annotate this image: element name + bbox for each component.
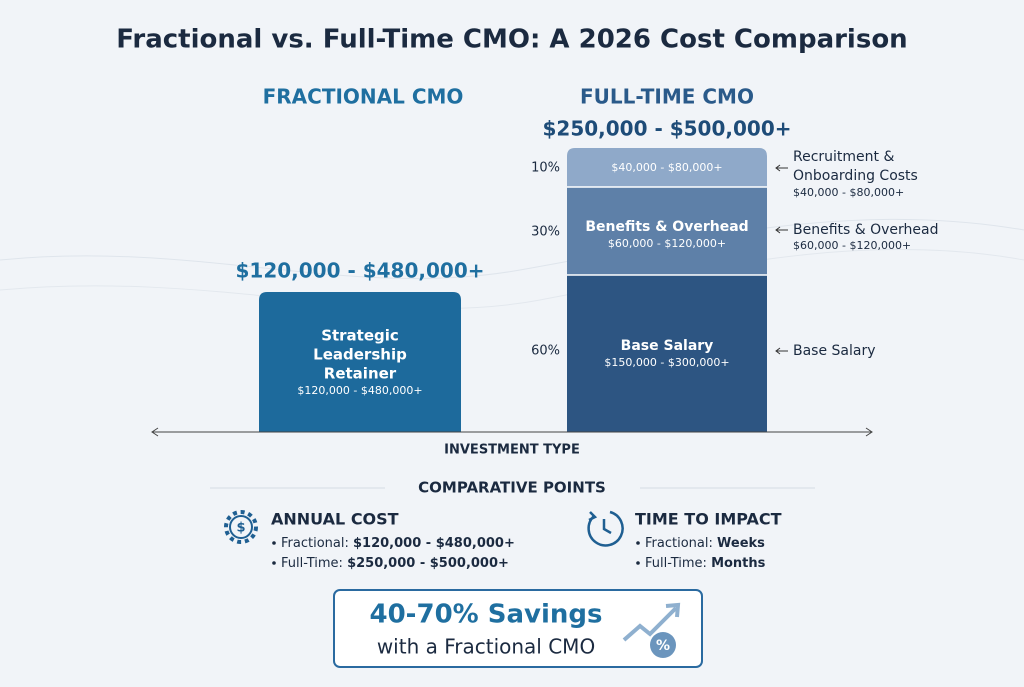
line-label: Fractional: <box>645 536 713 551</box>
line-label: Full-Time: <box>645 556 707 571</box>
bullet <box>636 541 640 545</box>
gear-teeth <box>224 510 258 544</box>
segment-range: $40,000 - $80,000+ <box>611 161 722 174</box>
block-label: Retainer <box>324 365 397 383</box>
annotation-arrows <box>775 164 788 355</box>
item-line: Fractional: $120,000 - $480,000+ <box>281 536 515 551</box>
item-line: Full-Time: Months <box>645 556 766 571</box>
line-value: $120,000 - $480,000+ <box>353 536 515 551</box>
savings-subline: with a Fractional CMO <box>377 635 595 659</box>
total: $120,000 - $480,000+ <box>235 259 484 283</box>
item-line: Fractional: Weeks <box>645 536 765 551</box>
block-label: Strategic <box>321 327 399 345</box>
deco-wave <box>0 218 1024 280</box>
percent-badge <box>650 632 676 658</box>
line-label: Full-Time: <box>281 556 343 571</box>
icon-text: % <box>656 638 670 654</box>
segment <box>567 148 767 187</box>
segment <box>567 187 767 275</box>
savings-box <box>333 589 703 668</box>
segment-range: $60,000 - $120,000+ <box>608 237 726 250</box>
column-heading: FRACTIONAL CMO <box>263 85 464 109</box>
arrow <box>775 226 788 234</box>
item-title: ANNUAL COST <box>271 510 399 529</box>
line-value: Months <box>711 556 766 571</box>
annotation-range: $60,000 - $120,000+ <box>793 239 911 252</box>
item-title: TIME TO IMPACT <box>635 510 782 529</box>
segment-label: Base Salary <box>621 338 714 354</box>
bullet <box>636 561 640 565</box>
item-line: Full-Time: $250,000 - $500,000+ <box>281 556 509 571</box>
block-label: Leadership <box>313 346 407 364</box>
annotation: Recruitment & <box>793 149 894 165</box>
percent: 30% <box>531 225 560 240</box>
title: Fractional vs. Full-Time CMO: A 2026 Cos… <box>116 25 907 55</box>
trend-arrow <box>622 602 681 642</box>
arrow <box>775 347 788 355</box>
segment-label: Benefits & Overhead <box>585 219 748 235</box>
line-label: Fractional: <box>281 536 349 551</box>
percent: 60% <box>531 344 560 359</box>
annotation-range: $40,000 - $80,000+ <box>793 186 904 199</box>
total: $250,000 - $500,000+ <box>542 117 791 141</box>
clock-ring <box>587 510 624 547</box>
segment <box>567 275 767 432</box>
line-value: Weeks <box>717 536 765 551</box>
bar <box>259 292 461 432</box>
column-heading: FULL-TIME CMO <box>580 85 754 109</box>
clock-hands <box>602 519 612 535</box>
gear-icon: $ <box>224 510 258 544</box>
segment-range: $150,000 - $300,000+ <box>604 356 729 369</box>
clock-arrow <box>588 511 598 522</box>
gear-ring <box>229 515 253 539</box>
savings-headline: 40-70% Savings <box>370 600 603 630</box>
section-heading: COMPARATIVE POINTS <box>418 479 606 497</box>
annotation: Base Salary <box>793 343 876 359</box>
bullet <box>272 561 276 565</box>
bullet <box>272 541 276 545</box>
line-value: $250,000 - $500,000+ <box>347 556 509 571</box>
block-range: $120,000 - $480,000+ <box>297 384 422 397</box>
annotation: Onboarding Costs <box>793 168 918 184</box>
axis <box>151 427 873 437</box>
axis-label: INVESTMENT TYPE <box>444 443 580 458</box>
deco-wave <box>0 248 1024 310</box>
annotation: Benefits & Overhead <box>793 222 939 238</box>
icon-text: $ <box>236 521 245 536</box>
percent: 10% <box>531 161 560 176</box>
clock-icon <box>587 510 624 547</box>
arrow <box>775 164 788 172</box>
